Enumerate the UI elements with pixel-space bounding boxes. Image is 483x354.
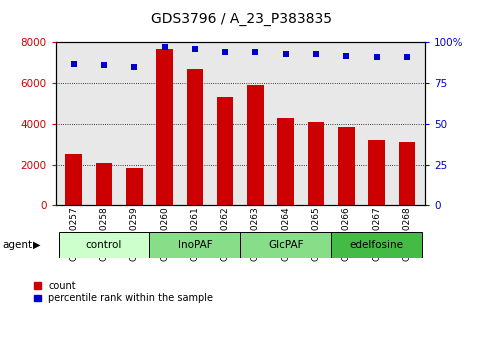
Point	[373, 54, 381, 60]
Bar	[217, 97, 233, 205]
Text: GDS3796 / A_23_P383835: GDS3796 / A_23_P383835	[151, 12, 332, 27]
Point	[70, 61, 78, 67]
Text: ▶: ▶	[33, 240, 41, 250]
Text: agent: agent	[2, 240, 32, 250]
Bar	[156, 48, 173, 205]
Bar	[241, 232, 331, 258]
Bar	[338, 127, 355, 205]
Point	[252, 50, 259, 55]
Point	[191, 46, 199, 52]
Bar	[368, 140, 385, 205]
Legend: count, percentile rank within the sample: count, percentile rank within the sample	[34, 281, 213, 303]
Text: control: control	[86, 240, 122, 250]
Bar	[331, 232, 422, 258]
Bar	[308, 122, 325, 205]
Bar	[277, 118, 294, 205]
Point	[403, 54, 411, 60]
Point	[221, 50, 229, 55]
Bar	[398, 142, 415, 205]
Text: InoPAF: InoPAF	[178, 240, 212, 250]
Bar	[149, 232, 241, 258]
Bar	[126, 168, 142, 205]
Bar	[58, 232, 149, 258]
Point	[100, 62, 108, 68]
Bar	[247, 85, 264, 205]
Bar	[65, 154, 82, 205]
Point	[342, 53, 350, 58]
Bar	[186, 69, 203, 205]
Point	[312, 51, 320, 57]
Bar	[96, 162, 113, 205]
Point	[282, 51, 290, 57]
Point	[161, 45, 169, 50]
Text: edelfosine: edelfosine	[350, 240, 404, 250]
Text: GlcPAF: GlcPAF	[268, 240, 303, 250]
Point	[130, 64, 138, 70]
